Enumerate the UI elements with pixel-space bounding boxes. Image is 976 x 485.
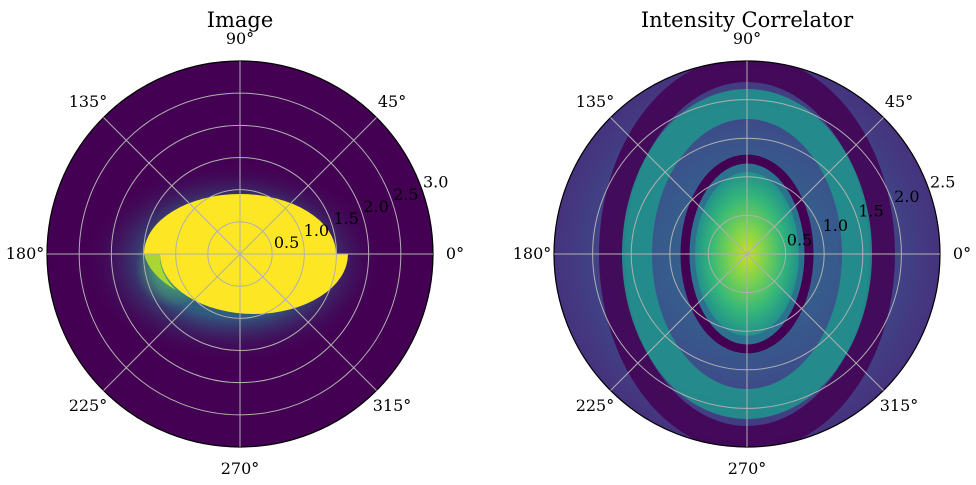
angle-tick-label: 0° [446,244,464,263]
angle-tick-label: 180° [513,244,552,263]
radial-tick-label: 1.0 [304,221,329,240]
angular-gridline [103,253,241,391]
radial-tick-label: 2.0 [894,187,919,206]
image-panel: Image 0° 45° 90° 135° 180° 225° 270° 315° 0.5 1.0… [6,8,464,478]
angle-tick-label: 90° [226,29,254,48]
angular-gridline [746,253,884,391]
angle-tick-label: 270° [728,459,767,478]
angle-tick-label: 90° [733,29,761,48]
angle-tick-label: 225° [69,396,108,415]
radial-tick-label: 2.0 [363,197,388,216]
radial-tick-label: 2.5 [393,185,418,204]
angular-gridline [239,253,377,391]
angle-tick-label: 45° [885,92,913,111]
intensity-correlator-panel: Intensity Correlator 0° 45° 90° 135° 180° 225… [513,8,971,478]
angle-tick-label: 135° [69,92,108,111]
angle-tick-label: 0° [953,244,971,263]
angular-gridline [610,117,748,255]
panel-title: Intensity Correlator [641,8,854,32]
radial-tick-label: 0.5 [787,231,812,250]
angular-gridline [239,117,377,255]
radial-tick-label: 1.0 [823,216,848,235]
radial-tick-label: 0.5 [274,233,299,252]
angle-tick-label: 315° [880,396,919,415]
angular-gridline [610,253,748,391]
angular-gridline [103,117,241,255]
angle-tick-label: 45° [378,92,406,111]
tick-labels: 0° 45° 90° 135° 180° 225° 270° 315° 0.5 1.0 1.5 2.0… [513,29,971,478]
radial-tick-label: 3.0 [423,173,448,192]
tick-labels: 0° 45° 90° 135° 180° 225° 270° 315° 0.5 1.01.5 2.0… [6,29,464,478]
angle-tick-label: 225° [576,396,615,415]
angle-tick-label: 180° [6,244,45,263]
saturated-region-bottom [160,254,348,314]
polar-grid [554,61,940,447]
radial-tick-label: 1.5 [333,209,358,228]
angle-tick-label: 135° [576,92,615,111]
radial-tick-label: 1.5 [858,202,883,221]
radial-tick-label: 2.5 [930,173,955,192]
panel-title: Image [207,8,274,32]
angular-gridline [746,117,884,255]
angle-tick-label: 270° [221,459,260,478]
polar-grid [47,61,433,447]
angle-tick-label: 315° [373,396,412,415]
saturated-edge [144,254,176,290]
